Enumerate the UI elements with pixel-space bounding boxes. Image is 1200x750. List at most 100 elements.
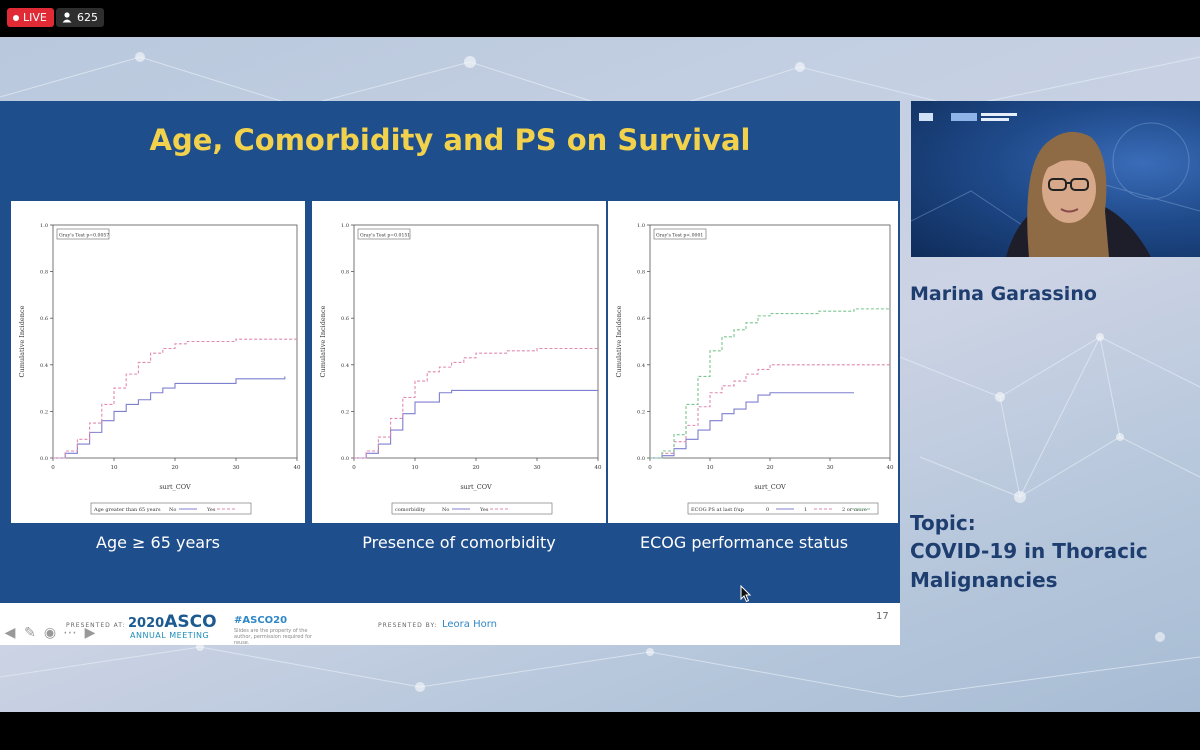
asco-logo: 2020ASCO xyxy=(128,612,217,632)
speaker-video xyxy=(911,101,1200,257)
pen-icon[interactable]: ✎ xyxy=(24,625,36,641)
legend-title: comorbidity xyxy=(395,507,426,513)
slide-title: Age, Comorbidity and PS on Survival xyxy=(149,123,751,157)
y-tick-label: 0.6 xyxy=(40,316,48,322)
series-line-1 xyxy=(650,364,890,459)
slide-footer: PRESENTED AT: 2020ASCO ANNUAL MEETING #A… xyxy=(0,603,900,646)
y-tick-label: 0.8 xyxy=(341,270,349,276)
x-tick-label: 40 xyxy=(595,465,602,471)
legend-entry-label: Yes xyxy=(206,507,216,513)
live-dot-icon xyxy=(13,14,19,21)
test-box xyxy=(56,228,110,240)
test-label: Gray's Test p=0.0151 xyxy=(360,233,410,239)
series-line-yes xyxy=(354,347,598,459)
subtitles-icon[interactable]: ◉ xyxy=(43,625,57,641)
x-tick-label: 30 xyxy=(534,465,541,471)
legend-entry-label: No xyxy=(442,507,449,513)
y-tick-label: 0.8 xyxy=(637,270,645,276)
viewer-count-badge: 625 xyxy=(56,8,104,27)
previous-slide-icon[interactable]: ◀ xyxy=(4,625,16,641)
slide-page-number: 17 xyxy=(876,611,889,622)
legend-title: Age greater than 65 years xyxy=(93,507,161,513)
meeting-name: ASCO xyxy=(164,612,217,632)
legend-title: ECOG PS at last f/up xyxy=(691,507,744,513)
stream-top-bar: LIVE 625 xyxy=(0,0,1200,37)
x-tick-label: 20 xyxy=(172,465,179,471)
x-tick-label: 20 xyxy=(473,465,480,471)
y-tick-label: 1.0 xyxy=(40,223,48,229)
legend-box xyxy=(391,502,553,515)
meeting-subtitle: ANNUAL MEETING xyxy=(130,631,210,640)
x-tick-label: 0 xyxy=(51,465,55,471)
legend-entry-label: 1 xyxy=(804,507,807,513)
event-logo-icon xyxy=(919,113,933,121)
speaker-video-frame xyxy=(911,113,1200,257)
test-annotation: Gray's Test p=0.0151 xyxy=(357,228,411,240)
y-tick-label: 0.2 xyxy=(637,409,645,415)
y-tick-label: 0.6 xyxy=(637,316,645,322)
y-tick-label: 0.0 xyxy=(341,456,349,462)
test-box xyxy=(357,228,411,240)
presenter-name: Leora Horn xyxy=(442,619,497,630)
x-tick-label: 10 xyxy=(707,465,714,471)
caption-comorbidity: Presence of comorbidity xyxy=(362,533,556,552)
series-line-2-or-more xyxy=(650,308,890,459)
x-axis-label: surt_COV xyxy=(754,483,786,491)
x-tick-label: 40 xyxy=(294,465,301,471)
disclaimer: Slides are the property of the author, p… xyxy=(234,628,312,646)
x-axis-label: surt_COV xyxy=(460,483,492,491)
x-tick-label: 30 xyxy=(827,465,834,471)
test-annotation: Gray's Test p=0.0057 xyxy=(56,228,110,240)
x-axis-label: surt_COV xyxy=(159,483,191,491)
x-tick-label: 0 xyxy=(352,465,356,471)
next-slide-icon[interactable]: ▶ xyxy=(84,625,96,641)
y-tick-label: 0.2 xyxy=(341,409,349,415)
x-tick-label: 30 xyxy=(233,465,240,471)
series-line-0 xyxy=(650,392,854,459)
legend-entry-label: 2 or more xyxy=(842,507,867,513)
legend-entry-label: Yes xyxy=(479,507,489,513)
viewer-count: 625 xyxy=(77,11,98,24)
topic-label: Topic: xyxy=(910,511,976,535)
y-axis-label: Cumulative Incidence xyxy=(319,305,327,377)
y-tick-label: 0.8 xyxy=(40,270,48,276)
caption-age: Age ≥ 65 years xyxy=(96,533,220,552)
y-axis-label: Cumulative Incidence xyxy=(615,305,623,377)
chart-panel-comorbidity: 0.0 0.2 0.4 0.6 0.8 1.0 0 10 20 30 40 surt_COV Cumul… xyxy=(312,201,606,523)
y-tick-label: 0.0 xyxy=(40,456,48,462)
caption-ecog: ECOG performance status xyxy=(640,533,849,552)
stream-bottom-bar xyxy=(0,712,1200,750)
chart-ecog: 0.00.20.40.60.81.00 10 20 30 40surt_COVCumul… xyxy=(615,223,894,515)
chart-legend: Age greater than 65 years No Yes xyxy=(90,502,252,515)
speaker-name: Marina Garassino xyxy=(910,283,1097,305)
legend-entry-label: No xyxy=(169,507,176,513)
x-tick-label: 20 xyxy=(767,465,774,471)
y-tick-label: 0.6 xyxy=(341,316,349,322)
test-annotation: Gray's Test p<.0001 xyxy=(653,228,707,240)
presentation-slide: Age, Comorbidity and PS on Survival 0.0 0… xyxy=(0,101,900,606)
chart-age: 0.0 0.2 0.4 0.6 0.8 1.0 0 10 20 30 40 surt_COV Cumul… xyxy=(18,223,301,515)
chart-comorbidity: 0.0 0.2 0.4 0.6 0.8 1.0 0 10 20 30 40 surt_COV Cumul… xyxy=(319,223,602,515)
chart-panel-ecog: 0.0 0.2 0.4 0.6 0.8 1.0 0 10 20 30 40 surt_COV Cumul… xyxy=(608,201,898,523)
test-label: Gray's Test p<.0001 xyxy=(656,233,703,239)
y-tick-label: 0.0 xyxy=(637,456,645,462)
presented-by-label: PRESENTED BY: xyxy=(378,622,438,629)
live-label: LIVE xyxy=(23,11,47,24)
x-tick-label: 0 xyxy=(648,465,652,471)
more-options-icon[interactable]: ⋯ xyxy=(63,625,77,641)
x-tick-label: 10 xyxy=(111,465,118,471)
y-tick-label: 1.0 xyxy=(341,223,349,229)
series-line-no xyxy=(53,376,286,459)
y-tick-label: 0.4 xyxy=(40,363,48,369)
x-tick-label: 10 xyxy=(412,465,419,471)
meeting-year: 2020 xyxy=(128,616,165,631)
series-line-no xyxy=(354,389,598,459)
series-line-yes xyxy=(53,338,297,459)
presented-at-label: PRESENTED AT: xyxy=(66,622,126,629)
chart-legend: comorbidity No Yes xyxy=(391,502,553,515)
test-label: Gray's Test p=0.0057 xyxy=(59,233,109,239)
person-icon xyxy=(62,12,72,23)
hashtag: #ASCO20 xyxy=(234,615,288,626)
test-box xyxy=(653,228,707,240)
